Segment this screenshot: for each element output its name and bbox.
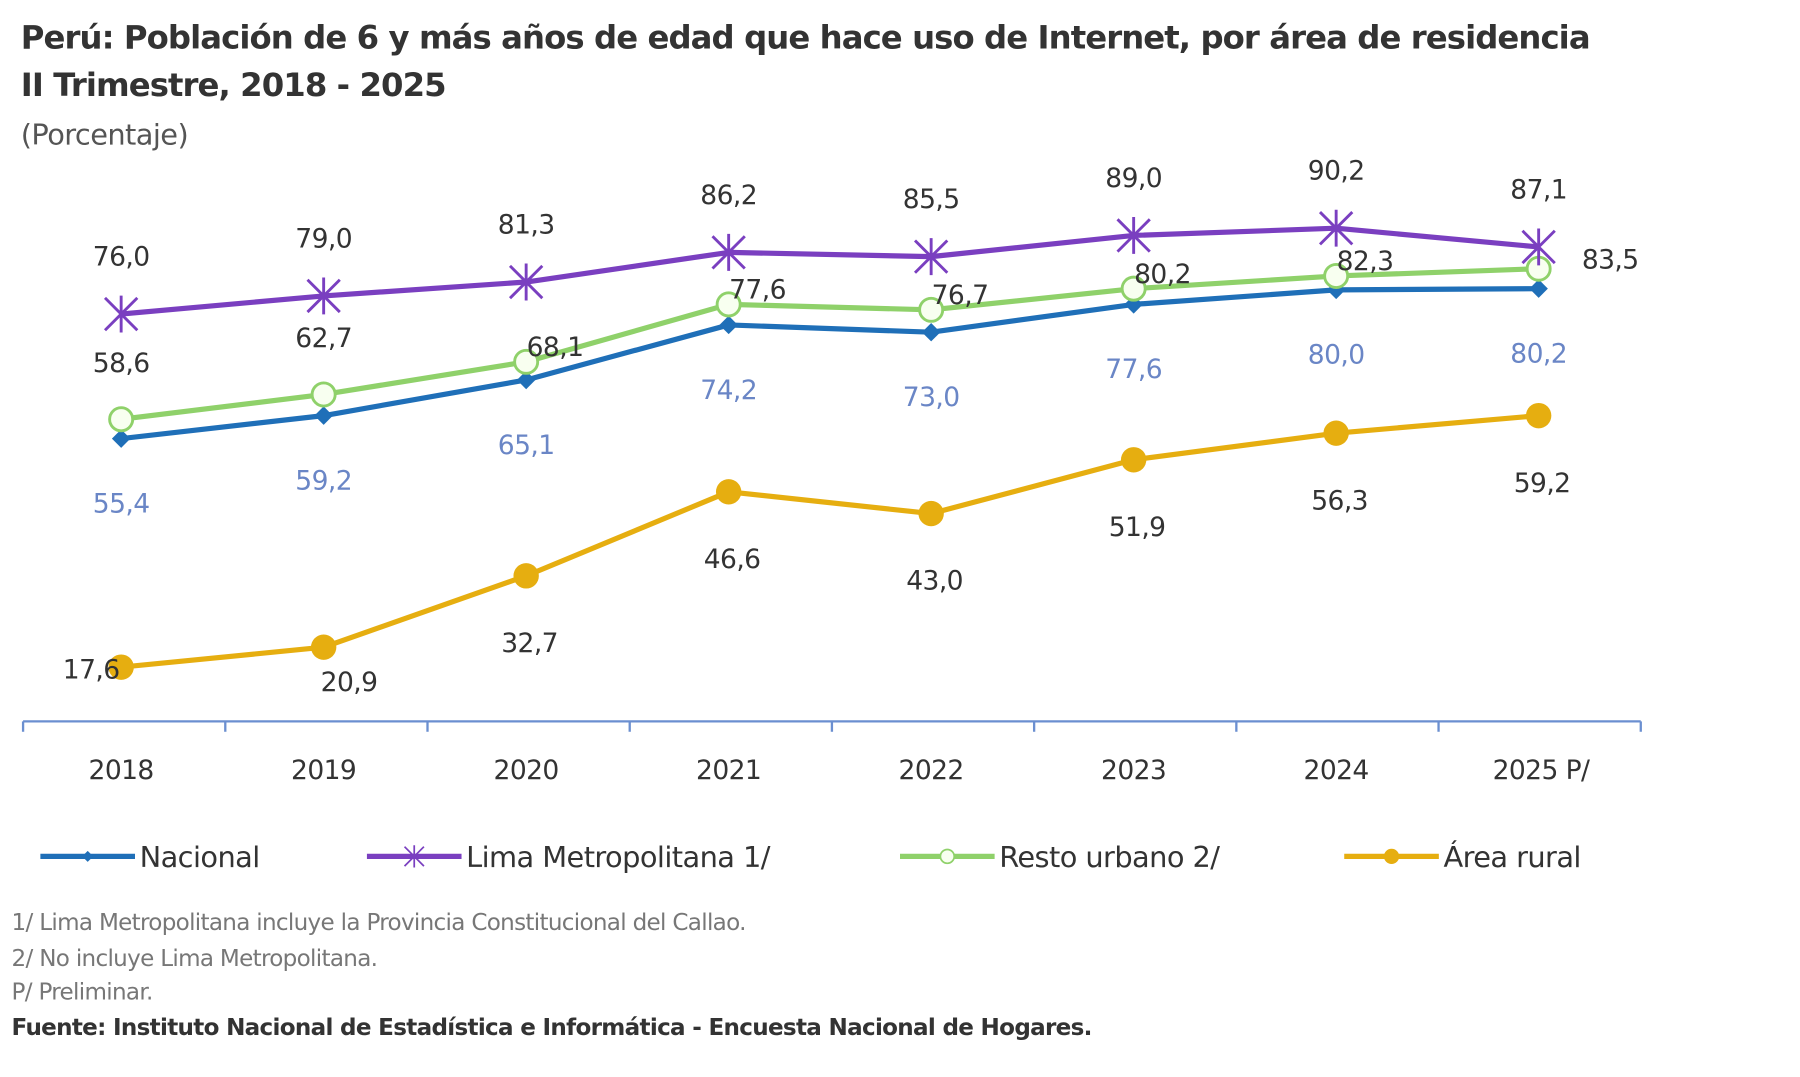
resto-urbano-data-label: 82,3 [1337,246,1394,277]
resto-urbano-point [310,381,337,408]
x-tick-label: 2023 [1101,755,1166,786]
lima-metropolitana-point [1521,228,1556,266]
series-group [103,209,1556,680]
resto-urbano-data-label: 68,1 [527,332,584,363]
nacional-data-label: 74,2 [700,375,757,406]
legend-label: Resto urbano 2/ [999,840,1220,874]
legend-item-resto-urbano: Resto urbano 2/ [899,840,1221,874]
lima-metropolitana-point [103,295,139,333]
resto-urbano-line [120,266,1539,422]
lima-metropolitana-data-label: 87,1 [1510,174,1567,205]
lima-metropolitana-data-label: 89,0 [1105,163,1162,194]
resto-urbano-point [918,296,945,323]
legend-item-area-rural: Área rural [1344,840,1581,874]
area-rural-data-label: 20,9 [321,667,378,698]
nacional-data-label: 77,6 [1105,354,1162,385]
resto-urbano-data-label: 80,2 [1134,259,1191,290]
nacional-point [314,406,333,425]
lima-metropolitana-point [1116,216,1151,254]
legend-marker-icon [82,850,94,862]
area-rural-data-label: 51,9 [1109,512,1166,543]
legend-item-lima-metropolitana: Lima Metropolitana 1/ [366,840,771,874]
area-rural-data-label: 43,0 [906,566,963,597]
data-labels: 17,6 20,9 32,7 46,6 43,0 51,9 56,3 59,2 55,4 59,2… [63,156,1639,698]
area-rural-data-label: 59,2 [1514,468,1571,499]
area-rural-data-label: 46,6 [704,544,761,575]
lima-metropolitana-data-label: 86,2 [700,180,757,211]
resto-urbano-data-label: 62,7 [295,323,352,354]
area-rural-data-label: 56,3 [1311,485,1368,516]
lima-metropolitana-point [1318,209,1354,247]
nacional-point [719,315,738,335]
lima-metropolitana-data-label: 76,0 [93,242,150,273]
nacional-point [516,370,536,390]
nacional-data-label: 73,0 [903,382,960,413]
area-rural-point [1525,402,1552,429]
nacional-point [1529,279,1548,298]
resto-urbano-data-label: 76,7 [932,280,989,311]
nacional-line [120,286,1539,442]
legend-label: Lima Metropolitana 1/ [466,840,771,874]
x-tick-label: 2020 [494,755,559,786]
nacional-data-label: 65,1 [498,430,555,461]
x-tick-label: 2024 [1304,755,1369,786]
area-rural-line [120,413,1539,670]
resto-urbano-point [513,348,540,375]
legend-label: Área rural [1443,840,1580,874]
nacional-data-label: 55,4 [93,488,150,519]
area-rural-point [108,654,134,680]
nacional-point [111,429,131,448]
lima-metropolitana-point [711,233,746,271]
chart-subtitle: II Trimestre, 2018 - 2025 [21,66,446,104]
area-rural-point [1120,447,1147,473]
legend-marker-icon [1383,848,1400,864]
area-rural-data-label: 17,6 [63,655,120,686]
footnote-3: P/ Preliminar. [12,979,153,1005]
resto-urbano-data-label: 77,6 [729,275,786,306]
x-tick-label: 2019 [291,755,356,786]
chart-unit: (Porcentaje) [21,117,188,151]
lima-metropolitana-data-label: 85,5 [903,184,960,215]
x-tick-label: 2025 P/ [1493,755,1590,786]
nacional-point [1326,280,1346,300]
area-rural-point [1323,420,1349,446]
area-rural-point [310,634,337,660]
chart-title: Perú: Población de 6 y más años de edad … [21,19,1590,57]
legend-label: Nacional [140,840,260,874]
source-note: Fuente: Instituto Nacional de Estadístic… [12,1015,1092,1041]
lima-metropolitana-data-label: 79,0 [295,223,352,254]
lima-metropolitana-point [508,263,544,301]
legend-marker-icon [939,848,956,865]
lima-metropolitana-line [120,225,1539,317]
x-tick-label: 2021 [696,755,761,786]
nacional-point [921,322,941,342]
area-rural-data-label: 32,7 [501,628,558,659]
resto-urbano-data-label: 83,5 [1582,245,1639,276]
footnote-2: 2/ No incluye Lima Metropolitana. [12,946,378,972]
nacional-data-label: 80,0 [1308,340,1365,371]
legend: Nacional Lima Metropolitana 1/Resto urban… [40,840,1581,874]
nacional-data-label: 59,2 [295,465,352,496]
resto-urbano-data-label: 58,6 [93,348,150,379]
area-rural-point [715,479,742,505]
legend-item-nacional: Nacional [40,840,260,874]
area-rural-point [918,500,944,527]
legend-marker-icon [403,845,425,868]
lima-metropolitana-point [306,277,341,315]
resto-urbano-point [715,291,742,318]
x-tick-label: 2022 [899,755,964,786]
x-tick-label: 2018 [89,755,154,786]
resto-urbano-point [108,406,135,433]
footnote-1: 1/ Lima Metropolitana incluye la Provinc… [12,910,746,936]
nacional-data-label: 80,2 [1510,339,1567,370]
lima-metropolitana-data-label: 90,2 [1308,156,1365,187]
resto-urbano-point [1120,275,1147,302]
resto-urbano-point [1323,262,1350,289]
area-rural-point [513,563,539,589]
lima-metropolitana-data-label: 81,3 [498,210,555,241]
lima-metropolitana-point [913,238,949,276]
x-axis: 2018 2019 2020 2021 2022 2023 2024 2025 P/ [21,720,1642,786]
